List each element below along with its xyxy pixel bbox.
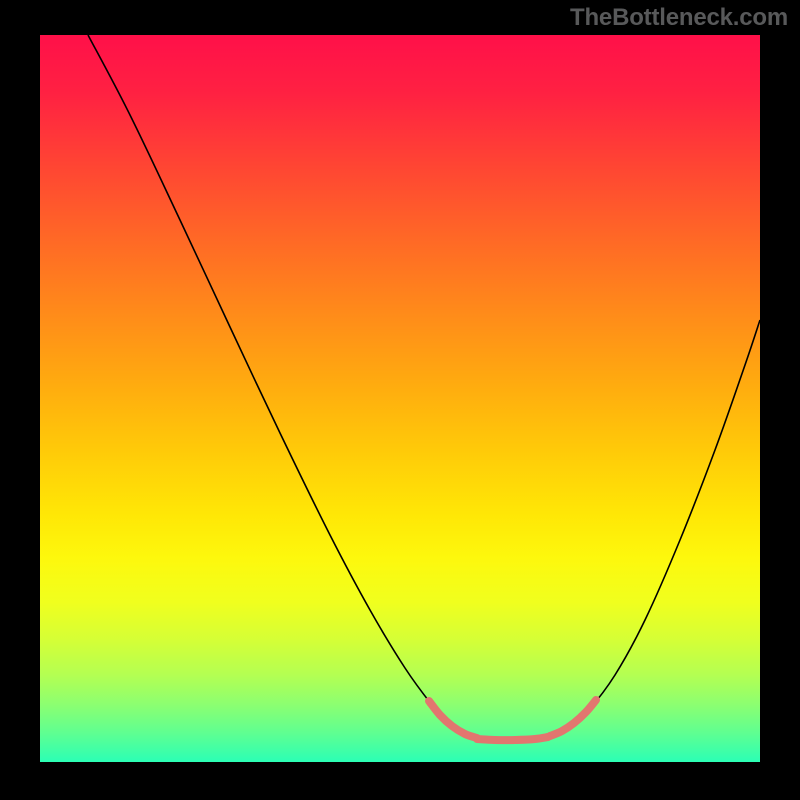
curve-layer bbox=[40, 35, 760, 762]
watermark-text: TheBottleneck.com bbox=[570, 4, 788, 32]
highlight-segment-2 bbox=[550, 700, 596, 736]
highlight-segment-0 bbox=[429, 701, 477, 738]
chart-container: TheBottleneck.com bbox=[0, 0, 800, 800]
plot-area bbox=[40, 35, 760, 762]
bottleneck-curve bbox=[88, 35, 760, 740]
highlight-segment-1 bbox=[477, 737, 548, 740]
